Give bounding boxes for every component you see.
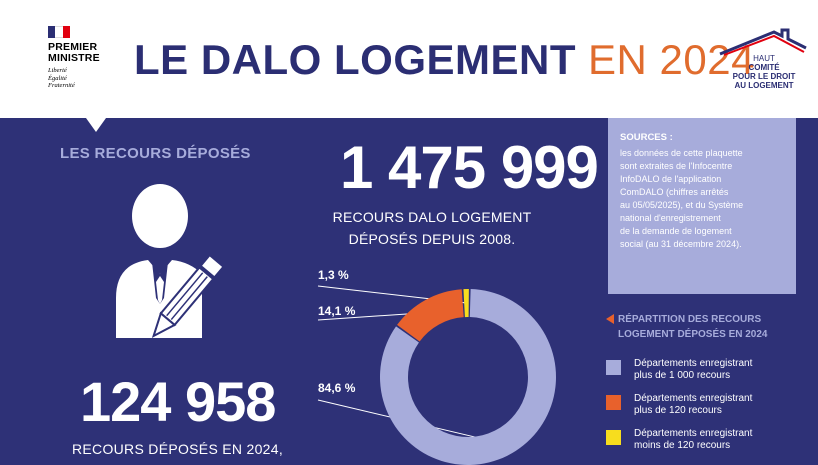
sources-line: ComDALO (chiffres arrêtés [620,187,729,197]
count-total-label-line: DÉPOSÉS DEPUIS 2008. [348,231,516,247]
logo-title: PREMIER MINISTRE [48,42,118,64]
legend-title: RÉPARTITION DES RECOURS LOGEMENT DÉPOSÉS… [606,312,796,342]
donut-slice-small [463,289,469,318]
page-title: LE DALO LOGEMENT EN 2024 [134,36,755,84]
title-bold: LE DALO LOGEMENT [134,36,576,83]
legend-swatch [606,360,621,375]
legend-text-line: Départements enregistrant [634,393,753,404]
donut-chart [317,285,556,465]
sources-line: national d'enregistrement [620,213,721,223]
count-total: 1 475 999 [340,134,599,201]
pct-label-small: 1,3 % [318,268,349,282]
sources-line: sont extraites de l'Infocentre [620,161,733,171]
sources-line: InfoDALO de l'application [620,174,722,184]
pct-label-large: 84,6 % [318,381,356,395]
sources-text: les données de cette plaquette sont extr… [620,147,784,251]
logo-motto-line: Liberté [48,67,67,74]
logo-motto: Liberté Égalité Fraternité [48,67,118,90]
logo-title-line: MINISTRE [48,52,100,64]
donut-slice-large [380,289,556,465]
french-flag-icon [48,26,70,38]
donut-slice-medium [397,289,464,342]
legend-text-line: moins de 120 recours [634,440,731,451]
logo-right-line: HAUT [753,54,775,63]
title-year: EN 2024 [588,36,755,83]
count-2024-label: RECOURS DÉPOSÉS EN 2024, [72,441,284,457]
pct-label-medium: 14,1 % [318,304,356,318]
sources-box: SOURCES : les données de cette plaquette… [608,118,796,294]
section-label: LES RECOURS DÉPOSÉS [60,145,251,162]
legend-text: Départements enregistrant moins de 120 r… [634,428,752,452]
header: PREMIER MINISTRE Liberté Égalité Fratern… [0,0,818,118]
sources-title: SOURCES : [620,132,673,143]
legend-text: Départements enregistrant plus de 1 000 … [634,358,752,382]
logo-right-line: POUR LE DROIT [732,72,796,81]
count-total-label-line: RECOURS DALO LOGEMENT [332,209,532,225]
legend-text-line: plus de 1 000 recours [634,370,731,381]
hclpd-logo-text: HAUT COMITÉ POUR LE DROIT AU LOGEMENT [724,54,804,90]
sources-line: de la demande de logement [620,226,732,236]
legend-text-line: Départements enregistrant [634,428,753,439]
logo-right-line: AU LOGEMENT [734,81,794,90]
legend-text: Départements enregistrant plus de 120 re… [634,393,752,417]
sources-line: les données de cette plaquette [620,148,743,158]
legend-arrow-icon [606,314,614,324]
logo-motto-line: Égalité [48,74,67,82]
hclpd-logo: HAUT COMITÉ POUR LE DROIT AU LOGEMENT [716,28,808,98]
legend-title-line: RÉPARTITION DES RECOURS [618,314,762,325]
legend-swatch [606,395,621,410]
count-2024: 124 958 [80,370,276,433]
roof-icon [719,28,807,56]
legend-text-line: Départements enregistrant [634,358,753,369]
user-with-pencil-icon [116,184,225,339]
logo-title-line: PREMIER [48,41,98,53]
logo-motto-line: Fraternité [48,82,75,89]
sources-line: au 05/05/2025), et du Système [620,200,744,210]
legend-title-line: LOGEMENT DÉPOSÉS EN 2024 [618,329,768,340]
legend-swatch [606,430,621,445]
donut-slices [380,289,556,465]
speech-notch [86,118,106,132]
premier-ministre-logo: PREMIER MINISTRE Liberté Égalité Fratern… [48,26,118,90]
legend-text-line: plus de 120 recours [634,405,722,416]
logo-right-line: COMITÉ [748,63,780,72]
count-total-label: RECOURS DALO LOGEMENT DÉPOSÉS DEPUIS 200… [326,206,538,250]
sources-line: social (au 31 décembre 2024). [620,239,742,249]
